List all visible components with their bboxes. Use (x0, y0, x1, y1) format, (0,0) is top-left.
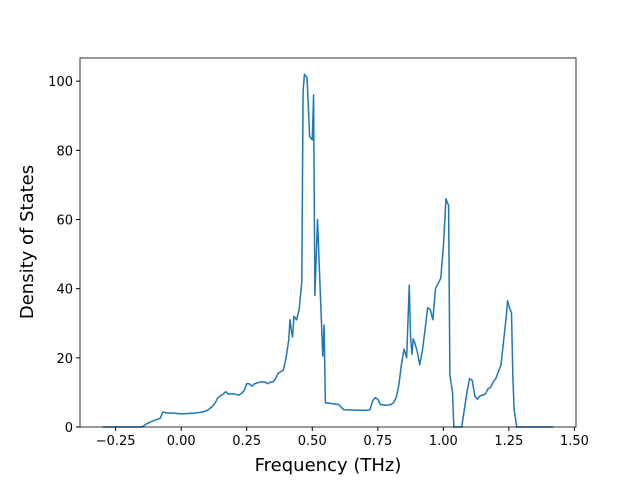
x-tick-label: 0.00 (167, 434, 196, 449)
x-tick-label: −0.25 (96, 434, 136, 449)
x-tick-label: 1.00 (429, 434, 458, 449)
y-tick-label: 60 (56, 214, 73, 229)
x-tick-label: 1.50 (560, 434, 589, 449)
plot-frame (79, 57, 577, 428)
y-tick-label: 80 (56, 144, 73, 159)
x-tick-label: 0.50 (298, 434, 327, 449)
x-tick-label: 0.75 (363, 434, 392, 449)
x-tick-label: 0.25 (232, 434, 261, 449)
y-axis-label: Density of States (17, 165, 38, 319)
data-line (102, 73, 554, 428)
y-tick-label: 40 (56, 283, 73, 298)
x-axis-label: Frequency (THz) (255, 455, 402, 476)
y-tick-label: 0 (65, 421, 73, 436)
y-tick-label: 20 (56, 352, 73, 367)
y-tick-label: 100 (48, 75, 73, 90)
x-tick-label: 1.25 (494, 434, 523, 449)
